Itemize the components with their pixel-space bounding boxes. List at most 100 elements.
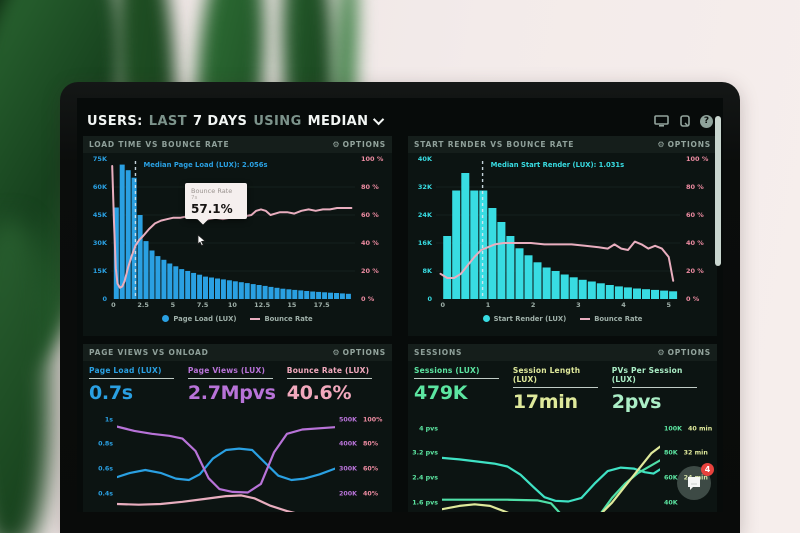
tick-label: 0 bbox=[111, 301, 116, 309]
legend: Start Render (LUX) Bounce Rate bbox=[408, 311, 717, 326]
tick-label: 0 % bbox=[361, 295, 375, 303]
tick-label: 3 bbox=[576, 301, 581, 309]
sessions-chart-svg bbox=[440, 445, 662, 512]
median-annotation: Median Page Load (LUX): 2.056s bbox=[143, 161, 268, 169]
chat-bubble-icon bbox=[688, 476, 700, 490]
agg-label: USING bbox=[253, 113, 302, 129]
tick-label-pair: 200K 40% bbox=[339, 490, 379, 498]
tick-label: 45K bbox=[92, 211, 107, 219]
tick-label: 5 bbox=[666, 301, 671, 309]
options-button[interactable]: ⚙ OPTIONS bbox=[657, 139, 711, 149]
load-time-chart[interactable]: Median Page Load (LUX): 2.056s Bounce Ra… bbox=[111, 159, 355, 299]
tick-label: 1.6 pvs bbox=[412, 499, 438, 507]
laptop: USERS: LAST 7 DAYS USING MEDIAN ? bbox=[60, 82, 740, 533]
panel-grid: LOAD TIME VS BOUNCE RATE ⚙ OPTIONS 75K 60… bbox=[83, 136, 717, 512]
panel-page-views-titlebar: PAGE VIEWS VS ONLOAD ⚙ OPTIONS bbox=[83, 344, 392, 361]
tick-label-pair: 400K 80% bbox=[339, 440, 379, 448]
legend: Page Load (LUX) Bounce Rate bbox=[83, 311, 392, 326]
tick-label: 4 pvs bbox=[419, 425, 438, 432]
tick-label: 2.4 pvs bbox=[412, 474, 438, 482]
series-dot-icon bbox=[162, 315, 170, 322]
y-axis-left: 4 pvs 3.2 pvs 2.4 pvs 1.6 pvs bbox=[408, 419, 442, 512]
median-annotation: Median Start Render (LUX): 1.031s bbox=[490, 161, 625, 169]
metrics-row: Page Load (LUX) 0.7s Page Views (LUX) 2.… bbox=[83, 361, 392, 406]
scrollbar[interactable] bbox=[715, 116, 721, 266]
panel-start-render: START RENDER VS BOUNCE RATE ⚙ OPTIONS 40… bbox=[408, 136, 717, 336]
tick-label: 17.5 bbox=[313, 301, 330, 309]
metric-underline bbox=[512, 387, 598, 388]
panel-load-time: LOAD TIME VS BOUNCE RATE ⚙ OPTIONS 75K 60… bbox=[83, 136, 392, 336]
tick-label: 100 % bbox=[361, 155, 384, 163]
tick-label: 60K bbox=[92, 183, 107, 191]
tick-label: 32K bbox=[417, 183, 432, 191]
panel-title: SESSIONS bbox=[414, 348, 463, 357]
panel-title: PAGE VIEWS VS ONLOAD bbox=[89, 348, 209, 357]
range-value: 7 DAYS bbox=[192, 113, 248, 129]
tick-label: 0.8s bbox=[98, 440, 113, 448]
mobile-icon[interactable] bbox=[677, 115, 692, 127]
tick-label: 4 bbox=[621, 301, 626, 309]
chat-widget-button[interactable]: 4 bbox=[677, 463, 714, 500]
tick-label: 0 bbox=[427, 295, 432, 303]
chart-body: 1s 0.8s 0.6s 0.4s 500K 100% 400K 80% 300K 60% 200… bbox=[83, 406, 392, 512]
panel-page-views: PAGE VIEWS VS ONLOAD ⚙ OPTIONS Page Load… bbox=[83, 344, 392, 512]
tick-label: 15 bbox=[287, 301, 297, 309]
metric-underline bbox=[414, 378, 499, 379]
tick-label: 7.5 bbox=[196, 301, 209, 309]
metric-session-length: Session Length (LUX) 17min bbox=[512, 366, 612, 413]
tick-label: 1s bbox=[104, 416, 113, 423]
tick-label-pair: 80K 32 min bbox=[664, 449, 708, 457]
y-axis-right: 500K 100% 400K 80% 300K 60% 200K 40% bbox=[335, 410, 391, 505]
options-button[interactable]: ⚙ OPTIONS bbox=[332, 139, 386, 149]
metrics-row: Sessions (LUX) 479K Session Length (LUX)… bbox=[408, 361, 717, 415]
metric-pvs-per-session: PVs Per Session (LUX) 2pvs bbox=[611, 366, 711, 413]
dashboard-header: USERS: LAST 7 DAYS USING MEDIAN ? bbox=[83, 106, 717, 136]
tick-label: 1 bbox=[485, 301, 491, 309]
metric-page-load: Page Load (LUX) 0.7s bbox=[89, 366, 188, 404]
panel-load-time-titlebar: LOAD TIME VS BOUNCE RATE ⚙ OPTIONS bbox=[83, 136, 392, 153]
legend-item[interactable]: Bounce Rate bbox=[250, 315, 313, 323]
agg-value: MEDIAN bbox=[307, 113, 369, 129]
tick-label: 2 bbox=[530, 301, 536, 309]
options-button[interactable]: ⚙ OPTIONS bbox=[332, 347, 386, 357]
tick-label: 2.5 bbox=[137, 301, 149, 309]
tick-label-pair: 300K 60% bbox=[339, 465, 379, 473]
view-toggle-icons: ? bbox=[654, 114, 713, 128]
tick-label: 75K bbox=[92, 155, 107, 163]
series-line-icon bbox=[580, 317, 591, 320]
legend-item[interactable]: Page Load (LUX) bbox=[162, 315, 236, 323]
y-axis-left: 40K 32K 24K 16K 8K 0 bbox=[408, 155, 436, 303]
panel-sessions-titlebar: SESSIONS ⚙ OPTIONS bbox=[408, 344, 717, 361]
tick-label: 0 bbox=[440, 301, 446, 309]
dashboard: USERS: LAST 7 DAYS USING MEDIAN ? bbox=[77, 98, 723, 512]
time-range-selector[interactable]: USERS: LAST 7 DAYS USING MEDIAN bbox=[87, 113, 385, 129]
tick-label: 20 % bbox=[686, 267, 704, 275]
legend-item[interactable]: Start Render (LUX) bbox=[482, 315, 566, 323]
options-button[interactable]: ⚙ OPTIONS bbox=[657, 347, 711, 357]
tick-label: 10 bbox=[227, 301, 237, 309]
start-render-chart-svg bbox=[436, 161, 680, 300]
tick-label-pair: 40K bbox=[664, 499, 678, 507]
tick-label: 0 bbox=[102, 295, 107, 303]
x-axis: 0 1 2 3 4 5 bbox=[436, 299, 680, 311]
range-label: LAST bbox=[148, 113, 187, 129]
desktop-icon[interactable] bbox=[654, 115, 669, 127]
page-views-chart[interactable] bbox=[115, 410, 337, 512]
tick-label: 40 % bbox=[686, 239, 704, 247]
chart-body: 75K 60K 45K 30K 15K 0 Median Page Load (LUX):… bbox=[83, 153, 392, 303]
panel-start-render-titlebar: START RENDER VS BOUNCE RATE ⚙ OPTIONS bbox=[408, 136, 717, 153]
metric-underline bbox=[187, 378, 273, 379]
tick-label: 3.2 pvs bbox=[412, 449, 438, 457]
panel-sessions: SESSIONS ⚙ OPTIONS Sessions (LUX) 479K S… bbox=[408, 344, 717, 512]
tick-label: 0 % bbox=[686, 295, 700, 303]
help-icon[interactable]: ? bbox=[700, 114, 713, 128]
sessions-chart[interactable] bbox=[440, 419, 662, 512]
tick-label: 30K bbox=[92, 239, 107, 247]
chevron-down-icon bbox=[373, 113, 385, 126]
tick-label-pair: 500K 100% bbox=[339, 416, 383, 423]
load-time-chart-svg bbox=[111, 161, 355, 299]
tick-label: 5 bbox=[170, 301, 176, 309]
start-render-chart[interactable]: Median Start Render (LUX): 1.031s bbox=[436, 159, 680, 300]
legend-item[interactable]: Bounce Rate bbox=[580, 315, 642, 323]
metric-sessions: Sessions (LUX) 479K bbox=[414, 366, 513, 413]
